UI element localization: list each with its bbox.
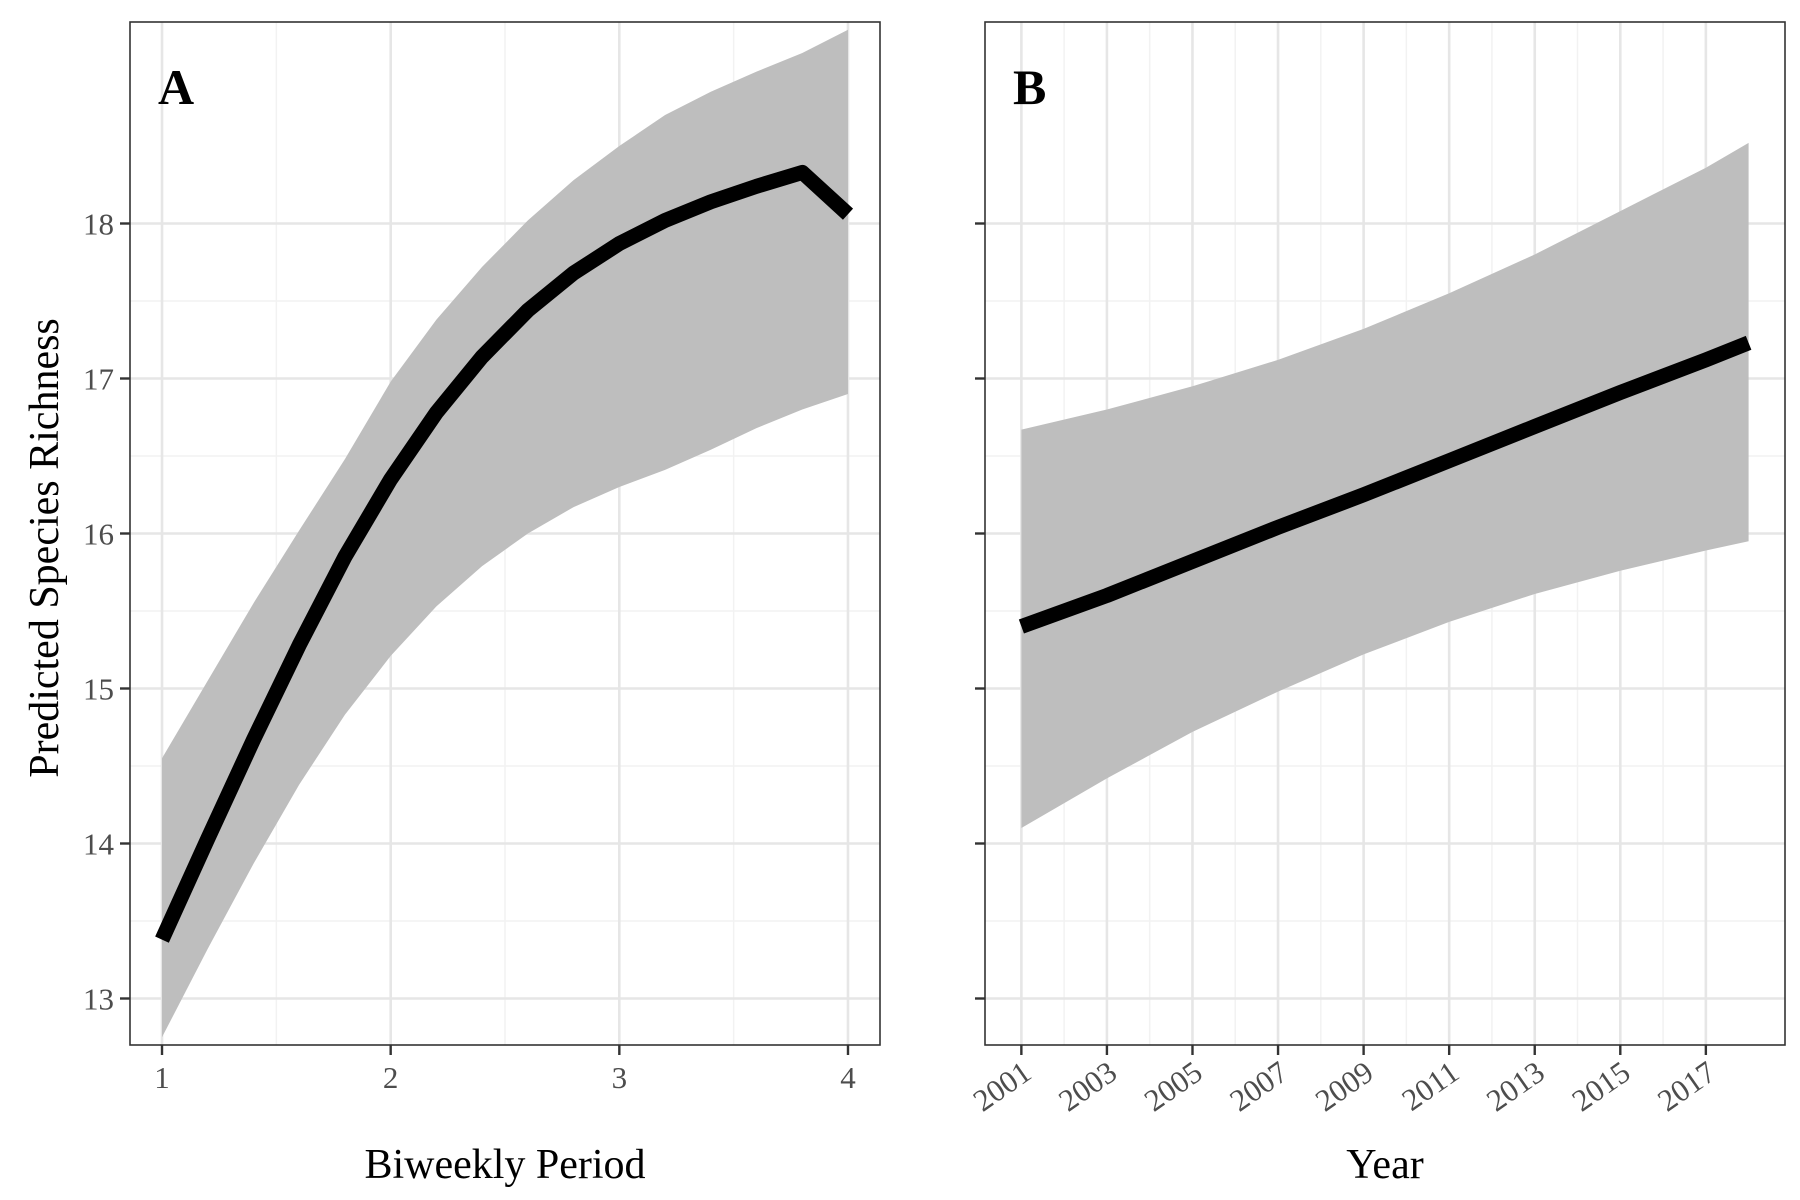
- panel-b-trend-line: [1018, 335, 1752, 634]
- y-tick-label: 17: [83, 362, 114, 397]
- panel-b-label: B: [1013, 59, 1046, 115]
- panel-a-confidence-band: [162, 29, 848, 1038]
- x-tick-label: 3: [612, 1060, 628, 1095]
- x-tick-label: 1: [154, 1060, 170, 1095]
- y-tick-label: 16: [83, 517, 114, 552]
- y-axis-title: Predicted Species Richness: [22, 318, 68, 778]
- panel-a: 13 14 15 16 17 18 1 2 3 4 A Biweekly Period: [83, 21, 881, 1188]
- panel-a-label: A: [158, 59, 194, 115]
- panel-b-x-axis-title: Year: [1346, 1142, 1423, 1188]
- y-tick-label: 14: [83, 827, 115, 862]
- panel-a-y-ticks: 13 14 15 16 17 18: [83, 207, 130, 1017]
- panel-b-y-ticks: [975, 222, 985, 1000]
- panel-a-x-axis-title: Biweekly Period: [364, 1142, 645, 1188]
- y-tick-label: 18: [83, 207, 114, 242]
- y-tick-label: 13: [83, 982, 114, 1017]
- panel-a-trend-line: [155, 164, 854, 943]
- x-tick-label: 4: [840, 1060, 856, 1095]
- x-tick-label: 2: [383, 1060, 399, 1095]
- panel-a-x-ticks: 1 2 3 4: [154, 1045, 856, 1095]
- y-tick-label: 15: [83, 672, 114, 707]
